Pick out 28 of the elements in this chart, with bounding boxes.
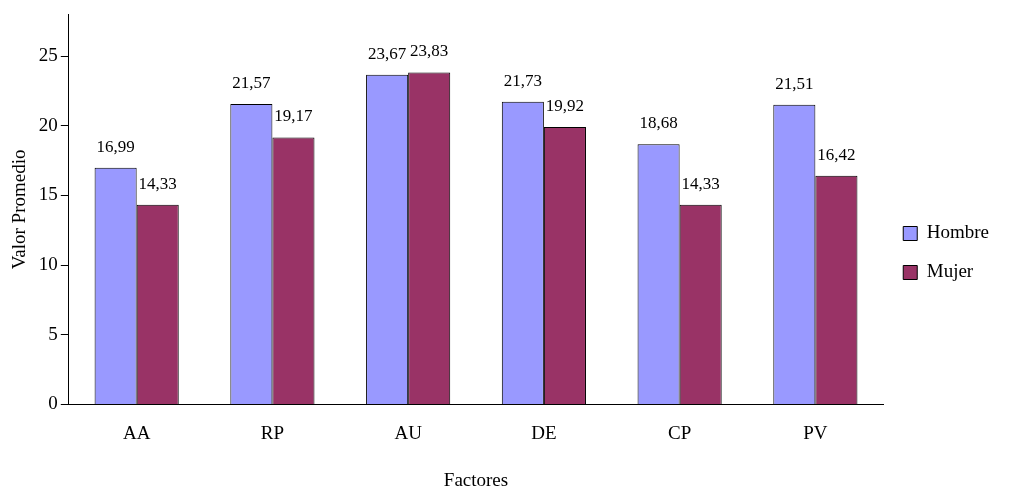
y-tick-label: 15 (38, 183, 58, 205)
legend-label: Mujer (926, 260, 974, 282)
data-label: 18,68 (639, 113, 678, 133)
y-tick-label: 20 (38, 113, 58, 135)
data-label: 21,57 (232, 72, 271, 92)
x-tick-label: RP (260, 421, 285, 443)
y-tick-label: 25 (38, 44, 58, 66)
y-tick-label: 10 (38, 253, 58, 275)
y-tick-label: 5 (48, 322, 58, 344)
data-label: 19,92 (545, 95, 585, 115)
x-tick-label: AA (122, 421, 151, 443)
x-tick-label: DE (531, 421, 557, 443)
data-label: 23,67 (367, 43, 407, 63)
y-tick-label: 0 (48, 392, 58, 414)
data-label: 14,33 (681, 173, 720, 193)
data-label: 16,42 (817, 144, 856, 164)
x-axis-title: Factores (443, 468, 509, 490)
x-tick-label: CP (668, 421, 692, 443)
x-tick-label: PV (803, 421, 828, 443)
data-label: 21,51 (775, 73, 814, 93)
data-label: 21,73 (503, 70, 542, 90)
data-label: 23,83 (410, 41, 449, 61)
data-label: 19,17 (274, 106, 314, 126)
y-axis-title: Valor Promedio (8, 149, 30, 270)
data-label: 14,33 (138, 173, 177, 193)
legend-label: Hombre (926, 221, 990, 243)
data-label: 16,99 (96, 136, 135, 156)
x-tick-label: AU (394, 421, 423, 443)
